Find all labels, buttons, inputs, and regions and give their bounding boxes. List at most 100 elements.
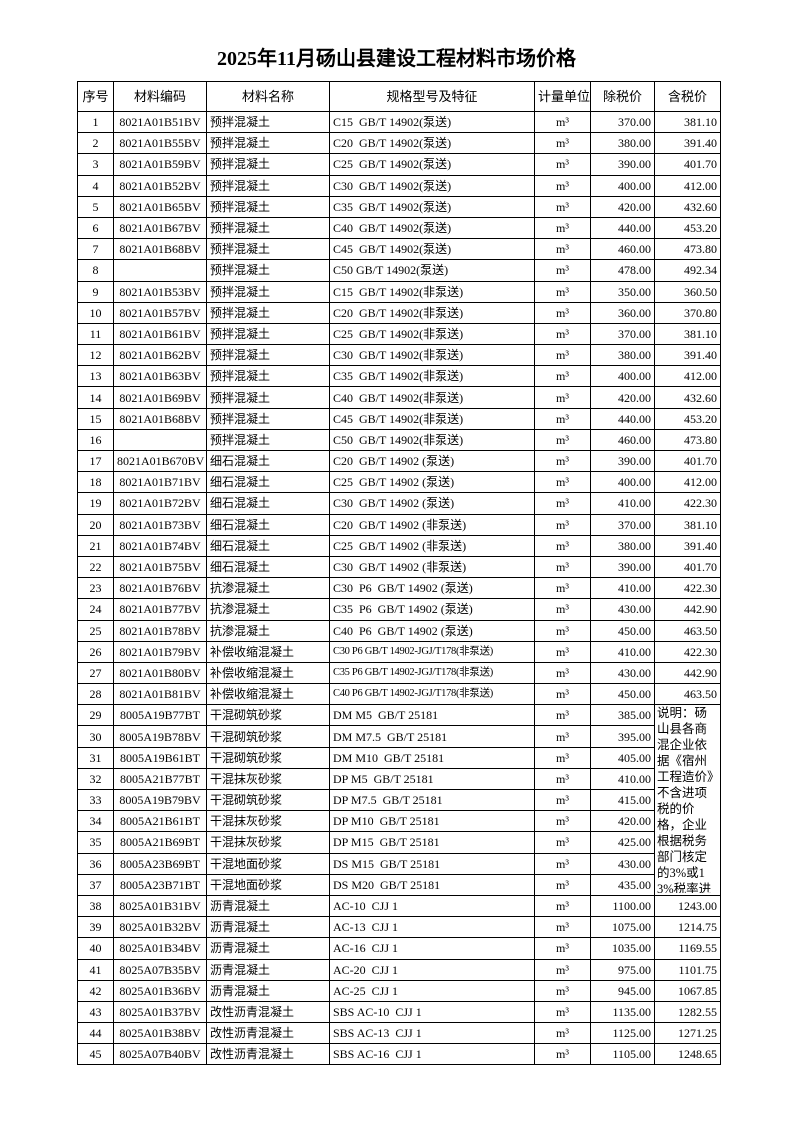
price-incl-tax: 1101.75: [654, 958, 721, 981]
material-name: 干混抹灰砂浆: [206, 810, 330, 833]
material-name: 干混抹灰砂浆: [206, 831, 330, 854]
specification: SBS AC-10 CJJ 1: [329, 1000, 535, 1024]
material-name: 改性沥青混凝土: [206, 1022, 330, 1045]
material-code: 8021A01B68BV: [113, 238, 207, 261]
material-name: 改性沥青混凝土: [206, 1000, 330, 1024]
material-code: 8021A01B73BV: [113, 513, 207, 536]
material-name: 干混砌筑砂浆: [206, 788, 330, 812]
price-incl-tax: 412.00: [654, 365, 721, 388]
material-code: 8025A01B36BV: [113, 979, 207, 1002]
price-excl-tax: 390.00: [590, 449, 655, 473]
material-code: 8021A01B75BV: [113, 555, 207, 579]
specification: C35 P6 GB/T 14902 (泵送): [329, 598, 535, 621]
unit: m³: [534, 852, 591, 875]
specification: C40 P6 GB/T 14902-JGJ/T178(非泵送): [329, 683, 535, 706]
table-row: 14 8021A01B69BV 预拌混凝土 C40 GB/T 14902(非泵送) m³…: [77, 386, 721, 409]
material-name: 沥青混凝土: [206, 937, 330, 960]
row-number: 29: [77, 704, 114, 727]
price-excl-tax: 1075.00: [590, 916, 655, 939]
specification: DM M10 GB/T 25181: [329, 746, 535, 769]
material-code: 8025A01B34BV: [113, 937, 207, 960]
row-number: 41: [77, 958, 114, 981]
material-name: 干混砌筑砂浆: [206, 725, 330, 748]
price-incl-tax: 1214.75: [654, 916, 721, 939]
table-row: 11 8021A01B61BV 预拌混凝土 C25 GB/T 14902(非泵送) m³…: [77, 322, 721, 346]
table-row: 25 8021A01B78BV 抗渗混凝土 C40 P6 GB/T 14902 (泵送…: [77, 619, 721, 642]
table-row: 17 8021A01B670BV 细石混凝土 C20 GB/T 14902 (泵送) m…: [77, 449, 721, 473]
table-row: 8 预拌混凝土 C50 GB/T 14902(泵送) m³ 478.00 492.34: [77, 259, 721, 282]
unit: m³: [534, 280, 591, 303]
specification: DS M20 GB/T 25181: [329, 873, 535, 896]
unit: m³: [534, 534, 591, 557]
material-name: 改性沥青混凝土: [206, 1043, 330, 1066]
specification: C30 P6 GB/T 14902-JGJ/T178(非泵送): [329, 640, 535, 663]
table-row: 43 8025A01B37BV 改性沥青混凝土 SBS AC-10 CJJ 1 m³ 11…: [77, 1000, 721, 1024]
row-number: 23: [77, 577, 114, 600]
table-row: 6 8021A01B67BV 预拌混凝土 C40 GB/T 14902(泵送) m³ 44…: [77, 216, 721, 240]
material-code: 8021A01B68BV: [113, 407, 207, 430]
price-incl-tax: 1067.85: [654, 979, 721, 1002]
price-incl-tax: 412.00: [654, 174, 721, 197]
table-row: 26 8021A01B79BV 补偿收缩混凝土 C30 P6 GB/T 14902-J…: [77, 640, 721, 663]
material-name: 预拌混凝土: [206, 386, 330, 409]
price-excl-tax: 395.00: [590, 725, 655, 748]
unit: m³: [534, 259, 591, 282]
unit: m³: [534, 746, 591, 769]
table-row: 39 8025A01B32BV 沥青混凝土 AC-13 CJJ 1 m³ 1075.00 1…: [77, 916, 721, 939]
price-excl-tax: 430.00: [590, 661, 655, 685]
price-excl-tax: 380.00: [590, 344, 655, 367]
price-excl-tax: 440.00: [590, 216, 655, 240]
price-excl-tax: 410.00: [590, 767, 655, 791]
price-incl-tax: 422.30: [654, 640, 721, 663]
row-number: 1: [77, 110, 114, 134]
table-row: 21 8021A01B74BV 细石混凝土 C25 GB/T 14902 (非泵送) m…: [77, 534, 721, 557]
row-number: 24: [77, 598, 114, 621]
price-excl-tax: 390.00: [590, 555, 655, 579]
material-name: 补偿收缩混凝土: [206, 661, 330, 685]
table-row: 2 8021A01B55BV 预拌混凝土 C20 GB/T 14902(泵送) m³ 38…: [77, 132, 721, 155]
table-row: 35 8005A21B69BT 干混抹灰砂浆 DP M15 GB/T 25181 m³ 4…: [77, 831, 721, 854]
specification: DP M5 GB/T 25181: [329, 767, 535, 791]
note-cell: 说明：砀山县各商混企业依据《宿州工程造价》不含进项税的价格，企业根据税务部门核定…: [654, 704, 721, 896]
table-row: 5 8021A01B65BV 预拌混凝土 C35 GB/T 14902(泵送) m³ 42…: [77, 195, 721, 218]
row-number: 44: [77, 1022, 114, 1045]
specification: AC-13 CJJ 1: [329, 916, 535, 939]
unit: m³: [534, 344, 591, 367]
table-row: 29 8005A19B77BT 干混砌筑砂浆 DM M5 GB/T 25181 m³ 38…: [77, 704, 721, 896]
column-header: 除税价: [590, 81, 655, 112]
table-row: 1 8021A01B51BV 预拌混凝土 C15 GB/T 14902(泵送) m³ 37…: [77, 110, 721, 134]
row-number: 20: [77, 513, 114, 536]
price-excl-tax: 420.00: [590, 810, 655, 833]
price-excl-tax: 410.00: [590, 640, 655, 663]
material-code: 8005A19B61BT: [113, 746, 207, 769]
price-excl-tax: 420.00: [590, 195, 655, 218]
unit: m³: [534, 640, 591, 663]
table-row: 15 8021A01B68BV 预拌混凝土 C45 GB/T 14902(非泵送) m³…: [77, 407, 721, 430]
unit: m³: [534, 725, 591, 748]
price-incl-tax: 412.00: [654, 471, 721, 494]
row-number: 45: [77, 1043, 114, 1066]
table-row: 23 8021A01B76BV 抗渗混凝土 C30 P6 GB/T 14902 (泵送…: [77, 577, 721, 600]
row-number: 6: [77, 216, 114, 240]
material-code: 8021A01B670BV: [113, 449, 207, 473]
column-header: 材料名称: [206, 81, 330, 112]
column-header: 规格型号及特征: [329, 81, 535, 112]
specification: SBS AC-13 CJJ 1: [329, 1022, 535, 1045]
specification: C20 GB/T 14902(泵送): [329, 132, 535, 155]
row-number: 42: [77, 979, 114, 1002]
price-excl-tax: 400.00: [590, 365, 655, 388]
unit: m³: [534, 492, 591, 515]
price-excl-tax: 450.00: [590, 683, 655, 706]
table-row: 33 8005A19B79BV 干混砌筑砂浆 DP M7.5 GB/T 25181 m³…: [77, 788, 721, 812]
price-excl-tax: 400.00: [590, 471, 655, 494]
material-code: 8005A19B79BV: [113, 788, 207, 812]
specification: DS M15 GB/T 25181: [329, 852, 535, 875]
price-excl-tax: 478.00: [590, 259, 655, 282]
table-row: 31 8005A19B61BT 干混砌筑砂浆 DM M10 GB/T 25181 m³ 4…: [77, 746, 721, 769]
unit: m³: [534, 110, 591, 134]
specification: C25 GB/T 14902 (泵送): [329, 471, 535, 494]
material-code: 8021A01B69BV: [113, 386, 207, 409]
price-excl-tax: 380.00: [590, 534, 655, 557]
specification: C30 GB/T 14902 (非泵送): [329, 555, 535, 579]
unit: m³: [534, 428, 591, 452]
